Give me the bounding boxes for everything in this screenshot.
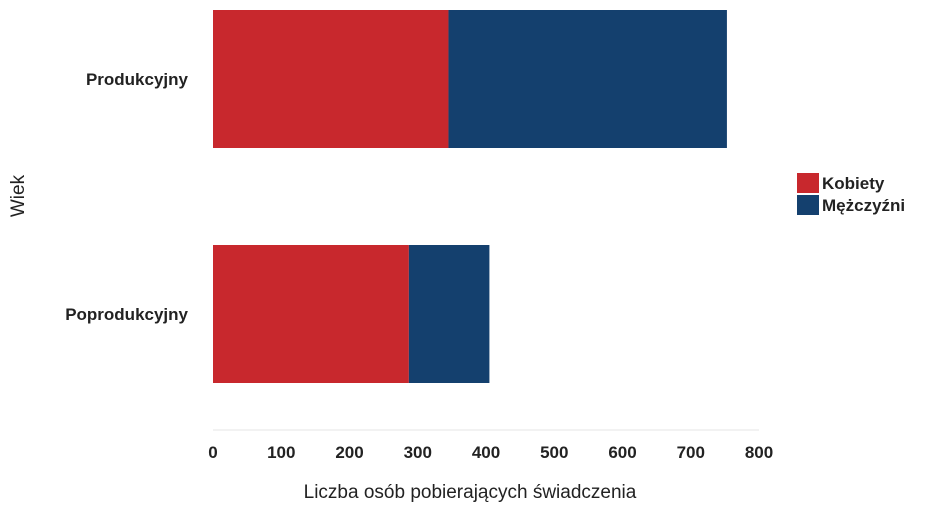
y-category-labels: Produkcyjny Poprodukcyjny — [65, 70, 188, 324]
category-label-poprodukcyjny: Poprodukcyjny — [65, 305, 188, 324]
x-tick-label: 0 — [208, 443, 217, 462]
bars-layer — [213, 10, 727, 383]
y-axis-title: Wiek — [8, 174, 29, 217]
legend-label-kobiety: Kobiety — [822, 174, 885, 193]
legend: Kobiety Mężczyźni — [797, 173, 905, 215]
x-tick-label: 500 — [540, 443, 568, 462]
legend-swatch-kobiety — [797, 173, 819, 193]
x-tick-label: 200 — [335, 443, 363, 462]
legend-swatch-mezczyzni — [797, 195, 819, 215]
x-tick-label: 800 — [745, 443, 773, 462]
x-tick-label: 400 — [472, 443, 500, 462]
x-tick-label: 700 — [677, 443, 705, 462]
x-tick-label: 600 — [608, 443, 636, 462]
x-tick-label: 100 — [267, 443, 295, 462]
bar-poprodukcyjny-mezczyzni — [408, 245, 490, 383]
bar-poprodukcyjny-kobiety — [213, 245, 409, 383]
x-tick-label: 300 — [404, 443, 432, 462]
x-tick-labels: 0 100 200 300 400 500 600 700 800 — [208, 443, 773, 462]
bar-produkcyjny-mezczyzni — [448, 10, 727, 148]
legend-label-mezczyzni: Mężczyźni — [822, 196, 905, 215]
bar-produkcyjny-kobiety — [213, 10, 449, 148]
x-axis-title: Liczba osób pobierających świadczenia — [304, 482, 637, 503]
category-label-produkcyjny: Produkcyjny — [86, 70, 189, 89]
